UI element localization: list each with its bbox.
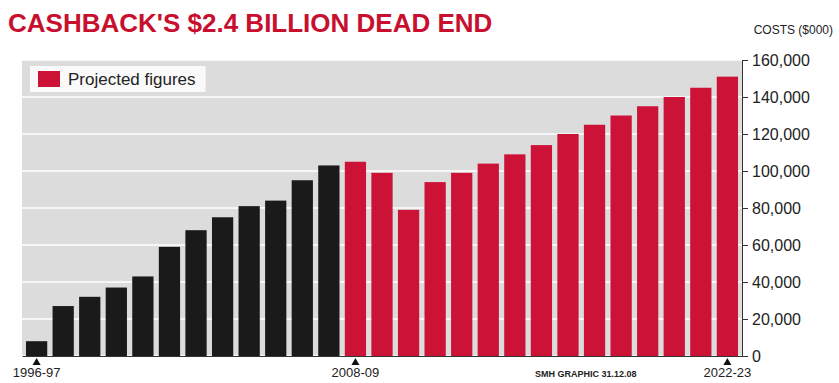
tick-label: 40,000 (752, 274, 801, 291)
tick: 140,000 (742, 89, 810, 106)
bar (371, 173, 392, 356)
legend-label: Projected figures (68, 70, 196, 89)
tick-marker (351, 358, 359, 365)
tick-label: 2008-09 (332, 365, 380, 380)
tick-mark (742, 97, 748, 98)
tick-label: 80,000 (752, 200, 801, 217)
tick-mark (742, 208, 748, 209)
tick: 160,000 (742, 52, 810, 69)
bar (425, 182, 446, 356)
bar (265, 201, 286, 356)
bar (318, 165, 339, 356)
tick: 1996-97 (13, 356, 61, 380)
bar (717, 77, 738, 356)
grid-line (22, 133, 742, 135)
grid-line (22, 170, 742, 172)
axis-line (743, 61, 749, 357)
bar (557, 134, 578, 356)
bar (345, 162, 366, 356)
x-axis: 1996-97 2008-09 2022-23 (13, 356, 751, 380)
tick-label: 20,000 (752, 311, 801, 328)
tick-marker (723, 358, 731, 365)
tick: 80,000 (742, 200, 801, 217)
tick: 40,000 (742, 274, 801, 291)
source: SMH GRAPHIC 31.12.08 (535, 369, 637, 379)
bar (398, 210, 419, 356)
bar (79, 297, 100, 356)
tick-mark (742, 171, 748, 172)
tick-label: 1996-97 (13, 365, 61, 380)
tick-mark (742, 356, 748, 357)
bar (53, 306, 74, 356)
tick-mark (742, 319, 748, 320)
chart: 0 20,000 40,000 60,000 80,000 100,000 120,000 1… (0, 0, 839, 383)
bar (504, 154, 525, 356)
legend: Projected figures (30, 66, 206, 92)
tick-mark (742, 134, 748, 135)
axis-title: COSTS ($000) (754, 23, 833, 37)
tick: 2022-23 (704, 356, 752, 380)
bar (451, 173, 472, 356)
tick-label: 120,000 (752, 126, 810, 143)
plot-background (22, 60, 742, 356)
bar (610, 116, 631, 357)
tick: 100,000 (742, 163, 810, 180)
tick: 120,000 (742, 126, 810, 143)
y-axis: 0 20,000 40,000 60,000 80,000 100,000 120,000 1… (742, 52, 810, 365)
bar (26, 341, 47, 356)
axis-line (23, 356, 743, 357)
tick-label: 60,000 (752, 237, 801, 254)
tick-label: 100,000 (752, 163, 810, 180)
tick: 20,000 (742, 311, 801, 328)
tick: 60,000 (742, 237, 801, 254)
grid-line (22, 59, 742, 61)
bar (478, 164, 499, 356)
bar (132, 276, 153, 356)
bar (239, 206, 260, 356)
grid (22, 60, 742, 356)
tick-label: 160,000 (752, 52, 810, 69)
bar (159, 247, 180, 356)
bar (106, 288, 127, 356)
bar (690, 88, 711, 356)
bar (531, 145, 552, 356)
bars (26, 77, 738, 356)
bar (664, 97, 685, 356)
bar (292, 180, 313, 356)
bar (185, 230, 206, 356)
tick-label: 0 (752, 348, 761, 365)
bar (584, 125, 605, 356)
tick-mark (742, 282, 748, 283)
tick: 2008-09 (332, 356, 380, 380)
legend-swatch (38, 71, 60, 87)
tick-mark (742, 60, 748, 61)
tick: 0 (742, 348, 761, 365)
bar (637, 106, 658, 356)
title: CASHBACK'S $2.4 BILLION DEAD END (8, 8, 492, 38)
grid-line (22, 96, 742, 98)
tick-marker (33, 358, 41, 365)
tick-label: 140,000 (752, 89, 810, 106)
bar (212, 217, 233, 356)
legend-box (30, 66, 206, 92)
tick-mark (742, 245, 748, 246)
tick-label: 2022-23 (704, 365, 752, 380)
